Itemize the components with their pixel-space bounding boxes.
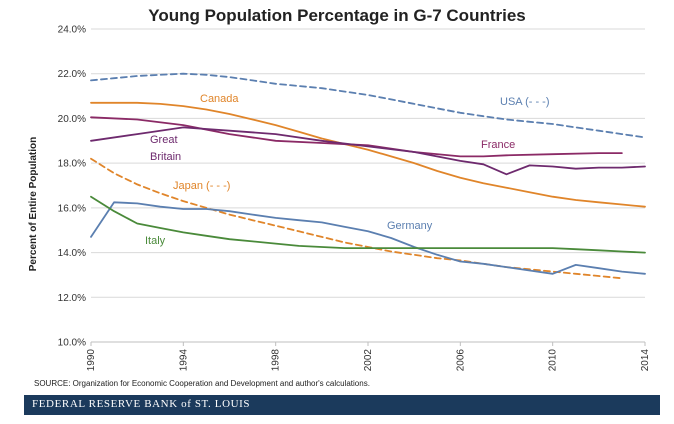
chart-area: 10.0% 12.0% 14.0% 16.0% 18.0% 20.0% 22.0% 24.0%… <box>28 25 651 372</box>
y-tick-label: 16.0% <box>58 203 86 214</box>
y-tick-label: 22.0% <box>58 69 86 80</box>
y-tick-label: 24.0% <box>58 25 86 36</box>
series-line-italy <box>90 195 646 254</box>
y-tick-label: 18.0% <box>58 159 86 170</box>
x-tick-label: 1990 <box>86 349 97 372</box>
series-annotation: France <box>481 139 515 151</box>
x-tick-label: 1998 <box>271 349 282 372</box>
series-annotation: Japan (- - -) <box>173 180 230 192</box>
x-tick-label: 2002 <box>363 349 374 372</box>
x-tick-label: 1994 <box>178 349 189 372</box>
series-line-great-britain <box>90 126 646 176</box>
series-annotation: USA (- - -) <box>500 96 550 108</box>
y-tick-label: 14.0% <box>58 248 86 259</box>
chart-title: Young Population Percentage in G-7 Count… <box>148 6 526 25</box>
annotation-layer: USA (- - -) Canada France Great Britain Japan… <box>145 93 550 247</box>
series-annotation: Canada <box>200 93 239 105</box>
series-line-germany <box>90 201 646 275</box>
y-tick-label: 20.0% <box>58 114 86 125</box>
axis-layer: 10.0% 12.0% 14.0% 16.0% 18.0% 20.0% 22.0% 24.0%… <box>58 25 651 372</box>
series-annotation: Germany <box>387 220 433 232</box>
y-tick-label: 12.0% <box>58 293 86 304</box>
x-tick-label: 2010 <box>548 349 559 372</box>
series-line-usa <box>90 72 646 139</box>
series-line-canada <box>90 101 646 208</box>
y-axis-label: Percent of Entire Population <box>28 137 39 271</box>
series-layer <box>90 72 646 280</box>
series-annotation: Italy <box>145 235 166 247</box>
source-note: SOURCE: Organization for Economic Cooper… <box>34 379 370 388</box>
footer-bar: FEDERAL RESERVE BANK of ST. LOUIS <box>24 395 660 415</box>
footer-text: FEDERAL RESERVE BANK of ST. LOUIS <box>32 398 251 410</box>
y-tick-label: 10.0% <box>58 338 86 349</box>
series-annotation: Britain <box>150 151 181 163</box>
x-tick-label: 2014 <box>640 349 651 372</box>
series-line-japan <box>90 157 623 280</box>
series-annotation: Great <box>150 134 178 146</box>
x-tick-label: 2006 <box>455 349 466 372</box>
